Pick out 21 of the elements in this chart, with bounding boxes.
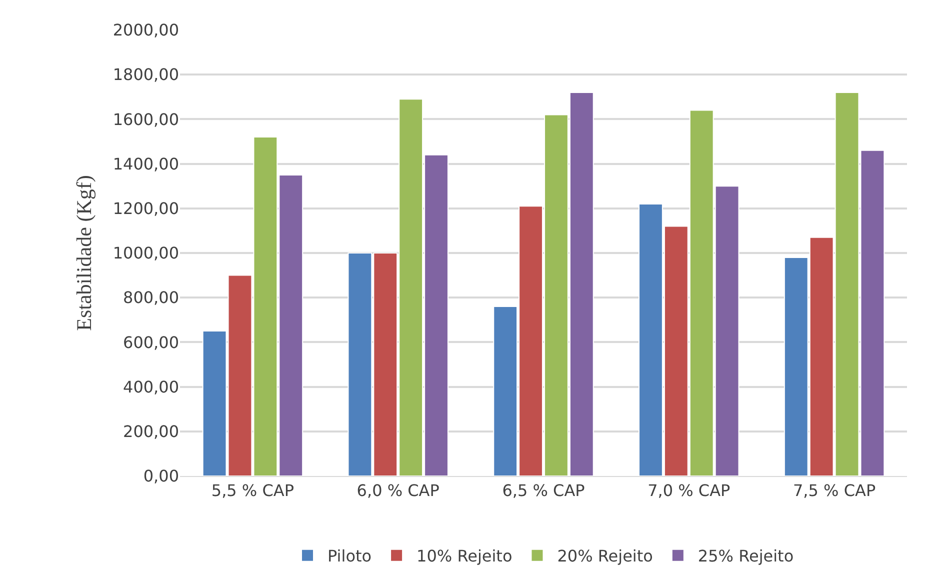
y-tick-label: 400,00 bbox=[123, 377, 179, 396]
x-tick-label: 6,0 % CAP bbox=[356, 481, 440, 500]
y-tick-label: 600,00 bbox=[123, 332, 179, 352]
y-tick-label: 1600,00 bbox=[112, 110, 179, 129]
legend-label: 10% Rejeito bbox=[416, 546, 512, 566]
y-tick-label: 800,00 bbox=[123, 288, 179, 308]
legend-label: 20% Rejeito bbox=[557, 546, 653, 566]
y-tick-label: 2000,00 bbox=[112, 20, 179, 40]
x-tick-label: 5,5 % CAP bbox=[211, 481, 294, 500]
legend-label: 25% Rejeito bbox=[698, 546, 794, 566]
y-tick-label: 0,00 bbox=[143, 466, 179, 486]
y-tick-label: 1800,00 bbox=[112, 65, 179, 84]
x-tick-label: 7,5 % CAP bbox=[793, 481, 876, 500]
y-tick-label: 1200,00 bbox=[112, 199, 179, 218]
y-tick-label: 1400,00 bbox=[112, 154, 179, 174]
y-tick-label: 1000,00 bbox=[112, 244, 179, 263]
legend-label: Piloto bbox=[328, 546, 372, 566]
y-axis-title: Estabilidade (Kgf) bbox=[72, 175, 96, 331]
x-tick-label: 6,5 % CAP bbox=[502, 481, 586, 500]
x-tick-label: 7,0 % CAP bbox=[648, 481, 731, 500]
y-tick-label: 200,00 bbox=[123, 422, 179, 441]
